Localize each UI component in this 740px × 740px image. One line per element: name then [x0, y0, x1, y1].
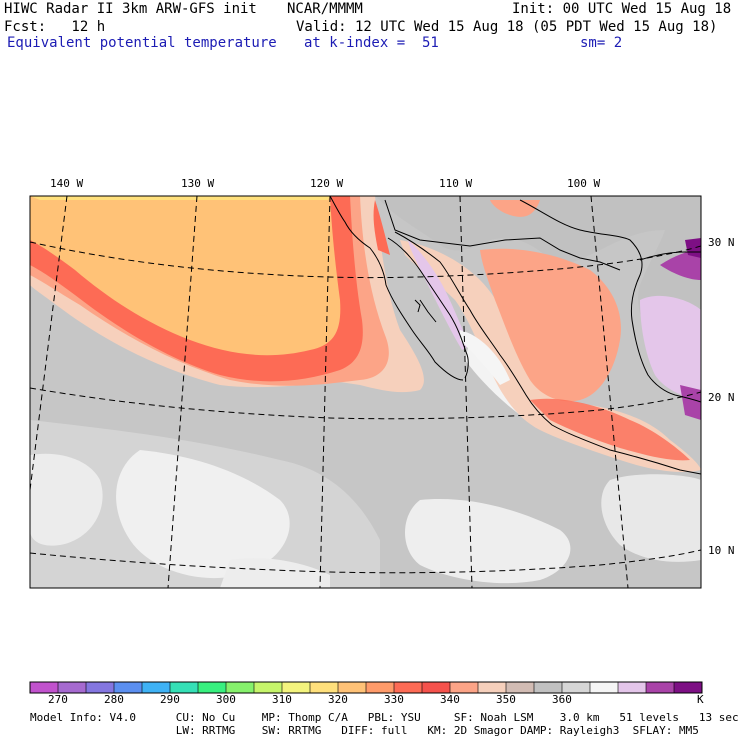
colorbar-swatch — [114, 682, 143, 693]
colorbar-swatch — [674, 682, 703, 693]
field-name: Equivalent potential temperature — [7, 35, 277, 51]
colorbar-swatch — [226, 682, 255, 693]
colorbar-tick-label: 350 — [496, 693, 516, 706]
coastlines — [329, 196, 701, 475]
lon-label-110w: 110 W — [439, 177, 473, 190]
colorbar-swatch — [282, 682, 311, 693]
colorbar — [29, 681, 703, 694]
model-title: HIWC Radar II 3km ARW-GFS init — [4, 1, 257, 17]
colorbar-swatch — [254, 682, 283, 693]
colorbar-tick-label: 280 — [104, 693, 124, 706]
model-info-line1: Model Info: V4.0 CU: No Cu MP: Thomp C/A… — [30, 711, 739, 724]
colorbar-tick-label: 310 — [272, 693, 292, 706]
colorbar-unit: K — [697, 693, 704, 706]
k-index-label: at k-index = 51 — [304, 35, 439, 51]
colorbar-swatch — [450, 682, 479, 693]
colorbar-tick-label: 270 — [48, 693, 68, 706]
colorbar-tick-label: 300 — [216, 693, 236, 706]
colorbar-swatch — [58, 682, 87, 693]
colorbar-swatch — [506, 682, 535, 693]
colorbar-swatch — [142, 682, 171, 693]
colorbar-swatch — [170, 682, 199, 693]
model-info-line2: LW: RRTMG SW: RRTMG DIFF: full KM: 2D Sm… — [30, 724, 699, 737]
colorbar-swatch — [646, 682, 675, 693]
init-time: Init: 00 UTC Wed 15 Aug 18 — [512, 1, 732, 17]
graticule — [30, 196, 701, 588]
smoothing-label: sm= 2 — [580, 35, 623, 51]
colorbar-swatch — [422, 682, 451, 693]
colorbar-swatch — [394, 682, 423, 693]
colorbar-tick-label: 320 — [328, 693, 348, 706]
map-field — [30, 196, 701, 588]
colorbar-swatch — [30, 682, 59, 693]
colorbar-swatch — [86, 682, 115, 693]
colorbar-tick-label: 340 — [440, 693, 460, 706]
lon-label-120w: 120 W — [310, 177, 344, 190]
colorbar-swatch — [310, 682, 339, 693]
lat-label-30n: 30 N — [708, 236, 735, 249]
colorbar-swatch — [562, 682, 591, 693]
colorbar-swatch — [366, 682, 395, 693]
colorbar-swatch — [338, 682, 367, 693]
org-label: NCAR/MMMM — [287, 1, 363, 17]
lat-label-10n: 10 N — [708, 544, 735, 557]
lat-label-20n: 20 N — [708, 391, 735, 404]
lon-label-100w: 100 W — [567, 177, 601, 190]
colorbar-swatch — [590, 682, 619, 693]
colorbar-tick-label: 330 — [384, 693, 404, 706]
colorbar-swatch — [478, 682, 507, 693]
lon-label-140w: 140 W — [50, 177, 84, 190]
colorbar-swatch — [618, 682, 647, 693]
forecast-hour: Fcst: 12 h — [4, 19, 106, 35]
colorbar-tick-label: 290 — [160, 693, 180, 706]
colorbar-swatch — [198, 682, 227, 693]
colorbar-tick-label: 360 — [552, 693, 572, 706]
colorbar-swatch — [534, 682, 563, 693]
valid-time: Valid: 12 UTC Wed 15 Aug 18 (05 PDT Wed … — [296, 19, 718, 35]
lon-label-130w: 130 W — [181, 177, 215, 190]
map-frame — [29, 195, 702, 589]
